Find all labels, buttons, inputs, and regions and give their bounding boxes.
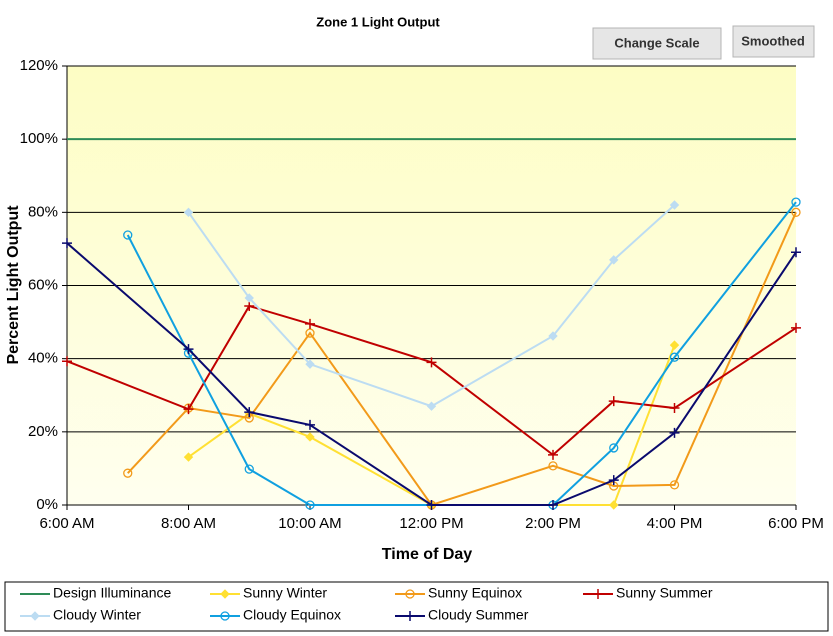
legend-label: Cloudy Summer [428, 607, 529, 623]
x-tick-label: 8:00 AM [161, 515, 216, 532]
marker [123, 468, 133, 478]
button-bg[interactable] [732, 25, 815, 58]
marker [791, 197, 801, 207]
chart-title: Zone 1 Light Output [316, 14, 440, 29]
marker [62, 238, 72, 249]
legend-item: Sunny Winter [210, 585, 327, 601]
legend-label: Sunny Winter [243, 585, 327, 601]
marker [183, 404, 194, 415]
marker [548, 449, 558, 460]
series [183, 200, 680, 411]
y-tick-label: 120% [20, 57, 58, 74]
legend-label: Cloudy Equinox [243, 607, 341, 623]
marker [669, 480, 680, 490]
marker [791, 247, 801, 258]
marker [305, 419, 315, 430]
marker [791, 322, 801, 333]
marker [669, 200, 680, 210]
marker [305, 500, 315, 510]
legend-label: Sunny Summer [616, 585, 713, 601]
y-tick-label: 60% [28, 276, 58, 293]
marker [609, 443, 619, 453]
y-tick-label: 80% [28, 203, 58, 220]
marker [305, 359, 315, 369]
legend-marker [30, 611, 40, 621]
x-tick-label: 6:00 PM [768, 515, 824, 532]
marker [244, 407, 255, 418]
marker [791, 207, 801, 217]
y-tick-label: 0% [36, 496, 58, 513]
legend-marker [220, 611, 230, 621]
button-label[interactable]: Change Scale [614, 35, 699, 50]
marker [244, 293, 254, 303]
marker [62, 356, 72, 367]
legend-item: Cloudy Winter [20, 607, 141, 623]
x-tick-label: 12:00 PM [399, 515, 463, 532]
marker [426, 401, 437, 411]
legend-marker [405, 611, 415, 621]
marker [305, 432, 315, 442]
marker [183, 452, 194, 462]
x-tick-label: 2:00 PM [525, 515, 581, 532]
marker [608, 475, 619, 486]
y-tick-label: 20% [28, 423, 58, 440]
series [62, 238, 801, 510]
legend-label: Cloudy Winter [53, 607, 141, 623]
marker [426, 357, 437, 368]
legend-marker [405, 589, 415, 599]
marker [244, 464, 254, 474]
marker [669, 403, 680, 414]
legend [4, 581, 829, 632]
x-tick-label: 6:00 AM [39, 515, 94, 532]
y-axis-label: Percent Light Output [5, 205, 22, 365]
marker [305, 318, 315, 329]
legend-item: Cloudy Equinox [210, 607, 341, 623]
y-tick-label: 40% [28, 350, 58, 367]
marker [305, 328, 315, 338]
marker [609, 500, 619, 510]
y-tick-label: 100% [20, 130, 58, 147]
legend-item: Design Illuminance [20, 585, 171, 601]
marker [183, 207, 194, 218]
legend-marker [593, 589, 603, 599]
marker [183, 344, 194, 355]
button[interactable]: Change Scale [592, 27, 722, 60]
marker [244, 300, 255, 311]
marker [669, 340, 680, 350]
legend-label: Sunny Equinox [428, 585, 522, 601]
legend-label: Design Illuminance [53, 585, 171, 601]
legend-item: Sunny Summer [583, 585, 713, 601]
marker [123, 230, 133, 240]
legend-marker [220, 589, 230, 599]
marker [548, 461, 558, 471]
marker [548, 500, 558, 510]
button-bg[interactable] [592, 27, 722, 60]
marker [426, 500, 437, 510]
legend-item: Sunny Equinox [395, 585, 522, 601]
marker [609, 255, 619, 265]
marker [669, 427, 680, 438]
button-label[interactable]: Smoothed [741, 33, 805, 48]
button[interactable]: Smoothed [732, 25, 815, 58]
x-tick-label: 4:00 PM [647, 515, 703, 532]
marker [548, 331, 558, 341]
x-axis-label: Time of Day [382, 546, 473, 563]
legend-item: Cloudy Summer [395, 607, 529, 623]
series-line [187, 344, 676, 506]
x-tick-label: 10:00 AM [278, 515, 341, 532]
marker [669, 352, 680, 362]
series [62, 300, 801, 460]
marker [608, 396, 619, 407]
